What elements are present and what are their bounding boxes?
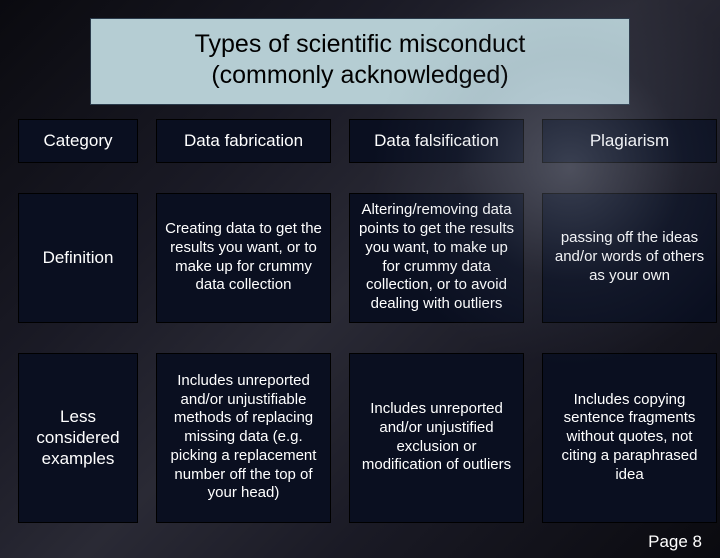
definition-falsification: Altering/removing data points to get the… xyxy=(349,193,524,323)
slide-title: Types of scientific misconduct (commonly… xyxy=(90,18,630,105)
examples-fabrication: Includes unreported and/or unjustifiable… xyxy=(156,353,331,523)
title-line2: (commonly acknowledged) xyxy=(211,61,508,89)
definition-plagiarism: passing off the ideas and/or words of ot… xyxy=(542,193,717,323)
header-falsification: Data falsification xyxy=(349,119,524,163)
examples-falsification: Includes unreported and/or unjustified e… xyxy=(349,353,524,523)
definition-fabrication: Creating data to get the results you wan… xyxy=(156,193,331,323)
title-line1: Types of scientific misconduct xyxy=(195,30,526,58)
header-category: Category xyxy=(18,119,138,163)
examples-plagiarism: Includes copying sentence fragments with… xyxy=(542,353,717,523)
header-plagiarism: Plagiarism xyxy=(542,119,717,163)
header-fabrication: Data fabrication xyxy=(156,119,331,163)
page-number: Page 8 xyxy=(648,532,702,552)
rowlabel-examples: Less considered examples xyxy=(18,353,138,523)
misconduct-table: Category Data fabrication Data falsifica… xyxy=(0,119,720,523)
rowlabel-definition: Definition xyxy=(18,193,138,323)
